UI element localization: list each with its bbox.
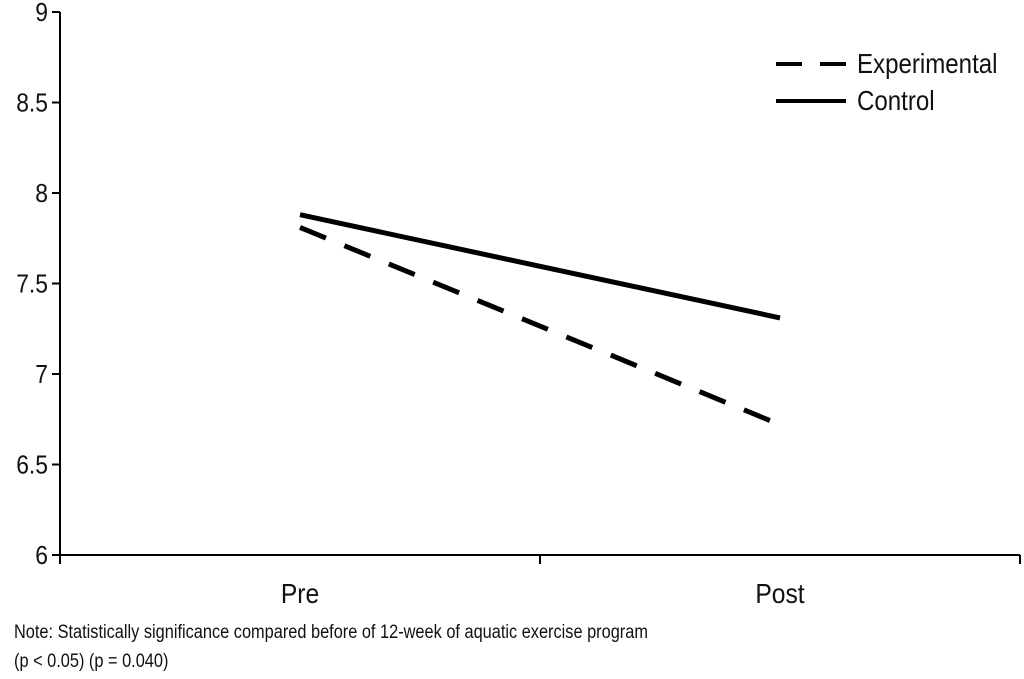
y-tick-label: 8.5 [16, 89, 48, 118]
y-tick-label: 9 [35, 0, 48, 27]
x-tick-label-post: Post [755, 578, 805, 610]
legend-label-control: Control [857, 84, 935, 116]
chart-note: Note: Statistically significance compare… [14, 622, 648, 643]
y-tick-label: 6.5 [16, 451, 48, 480]
chart-note-stats: (p < 0.05) (p = 0.040) [14, 651, 169, 672]
y-tick-label: 6 [35, 542, 48, 571]
series-line-experimental [299, 225, 781, 427]
legend-label-experimental: Experimental [857, 47, 998, 79]
x-tick-label-pre: Pre [281, 578, 319, 610]
series-line-control [299, 212, 781, 321]
y-tick-label: 8 [35, 180, 48, 209]
y-tick-label: 7.5 [16, 270, 48, 299]
y-tick-label: 7 [35, 361, 48, 390]
